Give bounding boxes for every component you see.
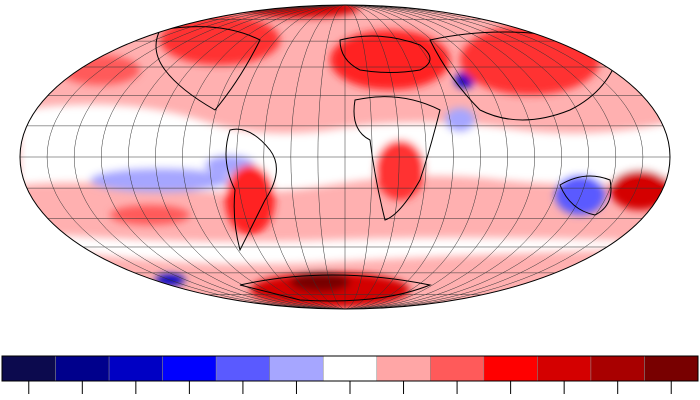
colorbar-segment [55, 355, 110, 382]
map-outline [19, 4, 671, 310]
colorbar-segment [162, 355, 217, 382]
map [20, 5, 670, 309]
coastlines [155, 26, 621, 302]
colorbar-segment [590, 355, 645, 382]
colorbar-segment [430, 355, 485, 382]
colorbar-segment [108, 355, 163, 382]
colorbar-segment [215, 355, 270, 382]
colorbar-segment [644, 355, 699, 382]
colorbar-frame [1, 355, 699, 382]
graticule [20, 5, 670, 309]
colorbar [1, 355, 699, 394]
colorbar-segment [483, 355, 538, 382]
colorbar-segment [537, 355, 592, 382]
colorbar-segment [269, 355, 324, 382]
colorbar-segment [376, 355, 431, 382]
colorbar-segment [322, 355, 378, 382]
colorbar-segment [1, 355, 56, 382]
